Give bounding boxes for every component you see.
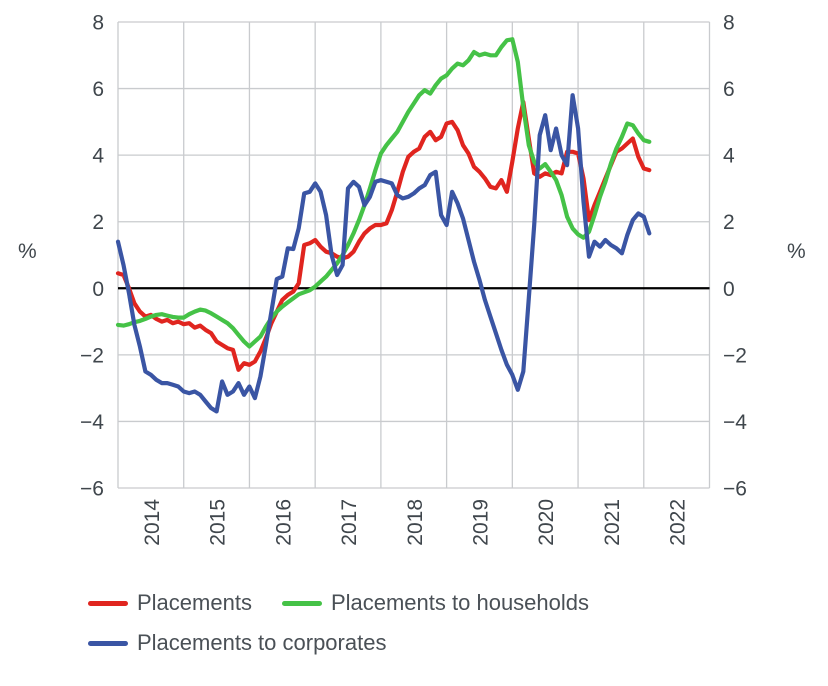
x-tick-label: 2015 xyxy=(207,499,230,546)
y-tick-label-left: −4 xyxy=(80,411,104,434)
y-tick-label-right: −6 xyxy=(723,478,747,501)
chart-legend: Placements Placements to households Plac… xyxy=(88,583,788,663)
series-line-placements-to-households xyxy=(115,37,652,349)
legend-item-placements-households: Placements to households xyxy=(281,590,590,616)
x-tick-label: 2019 xyxy=(469,499,492,546)
y-tick-label-left: 6 xyxy=(92,78,104,101)
legend-label-placements-households: Placements to households xyxy=(330,590,590,615)
x-tick-label: 2022 xyxy=(667,499,690,546)
y-tick-label-right: −2 xyxy=(723,344,747,367)
y-tick-label-left: 2 xyxy=(92,211,104,234)
x-tick-label: 2016 xyxy=(272,499,295,546)
grid-lines xyxy=(117,21,711,489)
y-tick-label-left: −2 xyxy=(80,344,104,367)
percent-label-left: % xyxy=(18,240,37,263)
y-tick-label-left: 0 xyxy=(92,278,104,301)
corporates-line-swatch-icon xyxy=(88,640,128,646)
x-tick-label: 2018 xyxy=(404,499,427,546)
percent-label-right: % xyxy=(787,240,806,263)
y-tick-label-right: 2 xyxy=(723,211,735,234)
households-line-swatch-icon xyxy=(281,600,322,606)
y-tick-label-right: 0 xyxy=(723,278,735,301)
legend-item-placements-corporates: Placements to corporates xyxy=(88,630,386,656)
series-line-placements xyxy=(115,99,652,372)
y-tick-label-left: 4 xyxy=(92,145,104,168)
legend-label-placements-corporates: Placements to corporates xyxy=(137,630,387,655)
legend-label-placements: Placements xyxy=(137,590,252,615)
legend-row-2: Placements to corporates xyxy=(88,623,788,663)
series-line-placements-to-corporates xyxy=(115,93,652,414)
y-tick-label-right: 8 xyxy=(723,12,735,35)
y-tick-label-right: 6 xyxy=(723,78,735,101)
x-tick-label: 2020 xyxy=(535,499,558,546)
legend-row-1: Placements Placements to households xyxy=(88,583,788,623)
x-tick-label: 2021 xyxy=(601,499,624,546)
x-tick-label: 2017 xyxy=(338,499,361,546)
legend-item-placements: Placements xyxy=(88,590,252,616)
y-tick-label-right: −4 xyxy=(723,411,747,434)
y-tick-label-left: 8 xyxy=(92,12,104,35)
y-tick-label-left: −6 xyxy=(80,478,104,501)
x-tick-label: 2014 xyxy=(141,499,164,546)
y-tick-label-right: 4 xyxy=(723,145,735,168)
placements-line-swatch-icon xyxy=(88,600,128,606)
